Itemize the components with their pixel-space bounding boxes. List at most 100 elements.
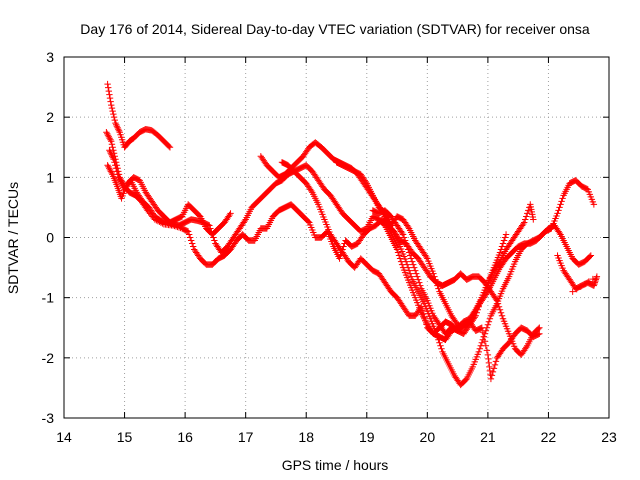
data-point (581, 280, 588, 288)
data-point (497, 246, 505, 253)
data-point (492, 358, 500, 365)
data-point (404, 223, 412, 231)
data-point (555, 207, 562, 214)
data-point (104, 80, 111, 88)
data-point (110, 156, 117, 163)
data-point (105, 133, 113, 140)
data-point (305, 218, 312, 225)
x-tick-label: 20 (420, 429, 436, 445)
data-point (104, 162, 111, 169)
data-point (211, 237, 218, 244)
data-point (412, 267, 419, 274)
data-point (525, 207, 532, 214)
data-point (478, 324, 486, 331)
data-point (536, 324, 543, 331)
data-point (405, 249, 413, 256)
data-point (108, 151, 115, 158)
data-point (585, 278, 593, 285)
data-point (591, 280, 598, 288)
data-point (491, 361, 499, 369)
data-point (471, 314, 478, 321)
data-point (362, 178, 369, 186)
data-point (108, 101, 115, 109)
data-point (475, 348, 483, 356)
data-point (501, 234, 509, 241)
x-tick-label: 15 (117, 429, 133, 445)
data-point (435, 336, 442, 343)
data-point (434, 333, 441, 340)
data-point (573, 285, 580, 293)
data-point (110, 113, 118, 121)
data-point (398, 261, 406, 268)
data-point (483, 347, 491, 354)
data-point (405, 267, 413, 274)
data-point (486, 367, 494, 375)
y-axis-label: SDTVAR / TECUs (5, 182, 21, 294)
data-point (569, 288, 576, 295)
data-point (536, 330, 543, 337)
series-track-1 (104, 80, 174, 151)
data-point (430, 270, 437, 277)
x-tick-label: 14 (56, 429, 72, 445)
series-track-4 (104, 162, 234, 238)
data-point (435, 285, 442, 292)
data-point (577, 283, 584, 290)
data-point (590, 282, 598, 289)
data-point (308, 187, 315, 195)
y-tick-label: 0 (46, 230, 54, 246)
data-point (485, 359, 493, 367)
data-point (226, 211, 233, 219)
data-point (336, 255, 343, 262)
data-point (166, 144, 174, 151)
data-point (394, 249, 402, 256)
data-point (395, 252, 403, 259)
data-point (472, 312, 479, 319)
data-point (423, 253, 430, 261)
data-point (475, 303, 483, 310)
data-point (108, 138, 115, 145)
data-point (105, 163, 112, 171)
data-point (487, 375, 495, 383)
data-point (411, 264, 418, 271)
x-tick-label: 17 (238, 429, 254, 445)
data-point (406, 252, 414, 259)
data-point (523, 344, 530, 351)
data-point (399, 231, 407, 238)
data-point (109, 107, 116, 115)
data-point (186, 234, 194, 241)
data-point (111, 116, 118, 124)
series-track-9 (554, 252, 601, 295)
data-point (486, 363, 493, 371)
data-point (189, 243, 197, 250)
data-point (108, 141, 116, 148)
data-point (110, 110, 117, 118)
data-point (104, 132, 112, 139)
data-point (434, 282, 441, 289)
data-point (241, 217, 248, 225)
data-point (407, 273, 415, 280)
data-point (498, 312, 506, 319)
data-point (114, 124, 121, 131)
data-point (112, 165, 120, 172)
data-point (107, 98, 114, 105)
data-point (587, 252, 595, 259)
data-point (109, 153, 116, 160)
y-tick-label: 3 (46, 49, 54, 65)
data-point (437, 342, 444, 349)
data-point (488, 372, 496, 379)
data-point (431, 273, 438, 280)
data-point (397, 258, 405, 265)
data-point (115, 127, 123, 134)
data-point (103, 130, 111, 137)
series-track-8 (369, 207, 510, 337)
data-point (227, 210, 234, 217)
y-tick-label: -1 (42, 290, 55, 306)
data-point (206, 222, 213, 229)
data-point (559, 195, 566, 202)
data-point (477, 325, 485, 332)
data-point (112, 119, 119, 127)
data-point (496, 306, 504, 313)
data-point (592, 276, 600, 283)
data-point (591, 279, 599, 286)
data-point (115, 126, 122, 133)
